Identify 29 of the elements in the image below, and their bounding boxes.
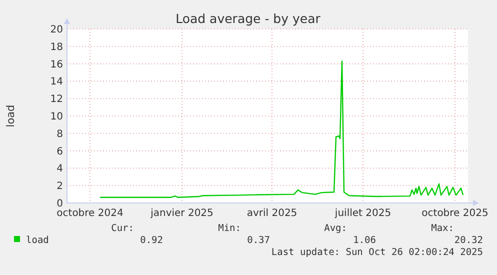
y-tick-label: 4 xyxy=(56,164,63,175)
y-tick-label: 18 xyxy=(50,42,63,53)
legend-label: load xyxy=(26,235,49,246)
x-tick-label: janvier 2025 xyxy=(150,208,214,219)
y-tick-label: 16 xyxy=(50,59,63,70)
x-tick-label: juillet 2025 xyxy=(334,208,392,219)
y-tick-label: 10 xyxy=(50,112,63,122)
y-tick-label: 20 xyxy=(50,24,63,36)
text: 1.06 xyxy=(353,235,376,246)
text: Last update: Sun Oct 26 02:00:24 2025 xyxy=(271,247,483,258)
text: Max: xyxy=(431,223,454,234)
y-tick-label: 14 xyxy=(50,76,63,88)
y-tick-label: 6 xyxy=(56,146,63,158)
y-tick-label: 8 xyxy=(56,128,63,140)
x-tick-label: avril 2025 xyxy=(246,208,298,219)
text: Min: xyxy=(218,223,241,234)
line-series xyxy=(99,60,464,198)
x-tick-label: octobre 2025 xyxy=(422,208,488,219)
text: Cur: xyxy=(111,223,134,234)
text: 20.32 xyxy=(454,235,483,246)
y-tick-label: 0 xyxy=(56,198,63,210)
y-tick-label: 2 xyxy=(56,181,63,192)
y-tick-label: 12 xyxy=(50,94,63,106)
y-axis-title: load xyxy=(5,104,17,128)
text: Avg: xyxy=(324,223,347,234)
text: 0.92 xyxy=(140,235,163,246)
x-tick-label: octobre 2024 xyxy=(56,208,124,219)
text: 0.37 xyxy=(247,235,270,246)
chart-title: Load average - by year xyxy=(176,11,322,26)
